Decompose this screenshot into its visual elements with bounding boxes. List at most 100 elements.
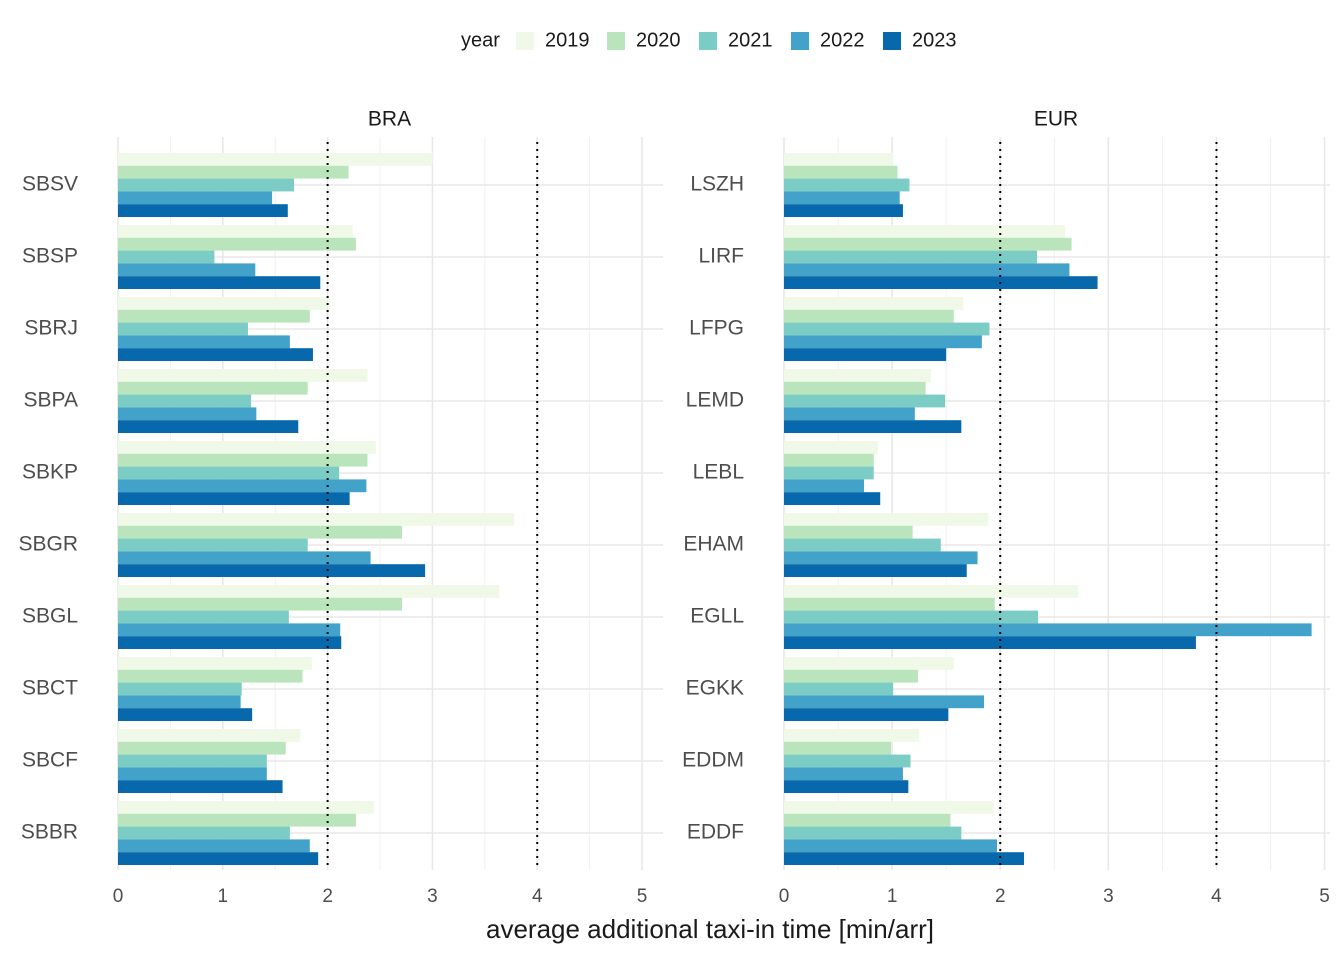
y-tick-label-egll: EGLL <box>690 605 744 628</box>
bar-eur-eddm-2022 <box>784 767 903 781</box>
bar-bra-sbbr-2019 <box>118 801 374 814</box>
bar-bra-sbgl-2022 <box>118 623 341 637</box>
bar-eur-lebl-2021 <box>784 466 874 480</box>
bar-eur-lemd-2019 <box>784 369 932 382</box>
bar-bra-sbbr-2022 <box>118 839 310 853</box>
bar-eur-eddf-2019 <box>784 801 994 814</box>
bar-bra-sbsp-2023 <box>118 276 321 289</box>
y-tick-label-sbkp: SBKP <box>22 461 78 484</box>
bar-eur-eddm-2019 <box>784 729 920 742</box>
x-tick-label-eur-0: 0 <box>779 886 790 907</box>
bar-bra-sbbr-2023 <box>118 852 319 865</box>
bar-bra-sbpa-2021 <box>118 394 252 408</box>
legend-swatch-2022 <box>791 32 809 50</box>
bar-eur-lebl-2020 <box>784 453 874 467</box>
bar-eur-lirf-2019 <box>784 225 1066 238</box>
bar-bra-sbgl-2021 <box>118 610 289 624</box>
bar-bra-sbgr-2022 <box>118 551 371 565</box>
bar-eur-egkk-2021 <box>784 682 894 696</box>
legend-swatch-2019 <box>516 32 534 50</box>
y-tick-label-lszh: LSZH <box>690 173 744 196</box>
bar-bra-sbsv-2020 <box>118 165 349 179</box>
bar-eur-lfpg-2019 <box>784 297 964 310</box>
legend-swatch-2021 <box>699 32 717 50</box>
bar-eur-lirf-2020 <box>784 237 1072 251</box>
bar-eur-eddm-2020 <box>784 741 892 755</box>
bar-bra-sbgl-2020 <box>118 597 403 611</box>
legend-swatch-2020 <box>607 32 625 50</box>
bar-eur-lirf-2022 <box>784 263 1070 277</box>
bar-bra-sbsv-2021 <box>118 178 295 192</box>
x-tick-label-bra-0: 0 <box>113 886 124 907</box>
bar-eur-eddm-2021 <box>784 754 911 768</box>
bar-bra-sbgr-2020 <box>118 525 403 539</box>
bar-eur-lszh-2019 <box>784 153 894 166</box>
bar-bra-sbrj-2023 <box>118 348 313 361</box>
x-axis-title: average additional taxi-in time [min/arr… <box>486 914 934 944</box>
y-tick-label-sbct: SBCT <box>22 677 78 700</box>
bar-bra-sbkp-2019 <box>118 441 376 454</box>
y-tick-label-sbgl: SBGL <box>22 605 78 628</box>
y-tick-label-sbsp: SBSP <box>22 245 78 268</box>
bar-bra-sbsv-2022 <box>118 191 273 205</box>
y-tick-label-sbbr: SBBR <box>21 821 78 844</box>
bar-eur-egll-2019 <box>784 585 1079 598</box>
bar-eur-eham-2023 <box>784 564 967 577</box>
y-tick-label-lemd: LEMD <box>686 389 744 412</box>
bar-eur-eham-2020 <box>784 525 913 539</box>
bar-bra-sbcf-2021 <box>118 754 267 768</box>
bar-eur-eddf-2021 <box>784 826 962 840</box>
x-tick-label-bra-4: 4 <box>532 886 543 907</box>
bar-bra-sbpa-2019 <box>118 369 368 382</box>
bar-bra-sbct-2019 <box>118 657 312 670</box>
bar-eur-egll-2023 <box>784 636 1196 649</box>
bar-eur-egkk-2019 <box>784 657 954 670</box>
x-tick-label-bra-2: 2 <box>322 886 333 907</box>
bar-bra-sbgr-2021 <box>118 538 308 552</box>
bar-eur-eddm-2023 <box>784 780 909 793</box>
y-tick-label-egkk: EGKK <box>686 677 744 700</box>
y-tick-label-sbgr: SBGR <box>18 533 78 556</box>
bar-eur-egkk-2020 <box>784 669 919 683</box>
legend-label-2019: 2019 <box>545 29 590 51</box>
bar-eur-lemd-2022 <box>784 407 915 421</box>
bar-bra-sbpa-2020 <box>118 381 308 395</box>
bar-bra-sbkp-2020 <box>118 453 368 467</box>
legend-label-2021: 2021 <box>728 29 773 51</box>
x-tick-label-eur-5: 5 <box>1319 886 1330 907</box>
x-tick-label-eur-3: 3 <box>1103 886 1114 907</box>
bar-bra-sbbr-2020 <box>118 813 356 827</box>
bar-bra-sbrj-2022 <box>118 335 290 349</box>
bar-bra-sbsp-2021 <box>118 250 215 264</box>
bar-eur-eddf-2023 <box>784 852 1025 865</box>
bar-eur-eham-2019 <box>784 513 989 526</box>
bar-bra-sbct-2023 <box>118 708 253 721</box>
y-tick-label-lebl: LEBL <box>693 461 744 484</box>
legend-swatch-2023 <box>883 32 901 50</box>
bar-bra-sbcf-2019 <box>118 729 301 742</box>
bar-eur-lszh-2022 <box>784 191 900 205</box>
bar-eur-lirf-2023 <box>784 276 1098 289</box>
bar-eur-eddf-2020 <box>784 813 951 827</box>
bar-eur-lfpg-2023 <box>784 348 947 361</box>
legend-label-2022: 2022 <box>820 29 865 51</box>
y-tick-label-lfpg: LFPG <box>689 317 744 340</box>
bar-bra-sbcf-2023 <box>118 780 283 793</box>
bar-bra-sbrj-2020 <box>118 309 310 323</box>
x-tick-label-bra-1: 1 <box>218 886 229 907</box>
bar-bra-sbsv-2023 <box>118 204 288 217</box>
y-tick-label-eham: EHAM <box>683 533 744 556</box>
bar-bra-sbkp-2023 <box>118 492 350 505</box>
bar-bra-sbsp-2019 <box>118 225 353 238</box>
bar-bra-sbbr-2021 <box>118 826 290 840</box>
x-tick-label-bra-5: 5 <box>637 886 648 907</box>
bar-bra-sbct-2021 <box>118 682 242 696</box>
bar-eur-eham-2022 <box>784 551 978 565</box>
y-tick-label-sbsv: SBSV <box>22 173 78 196</box>
x-tick-label-bra-3: 3 <box>427 886 438 907</box>
bar-eur-lirf-2021 <box>784 250 1037 264</box>
panel-title-eur: EUR <box>1034 108 1078 131</box>
bar-bra-sbgr-2019 <box>118 513 515 526</box>
